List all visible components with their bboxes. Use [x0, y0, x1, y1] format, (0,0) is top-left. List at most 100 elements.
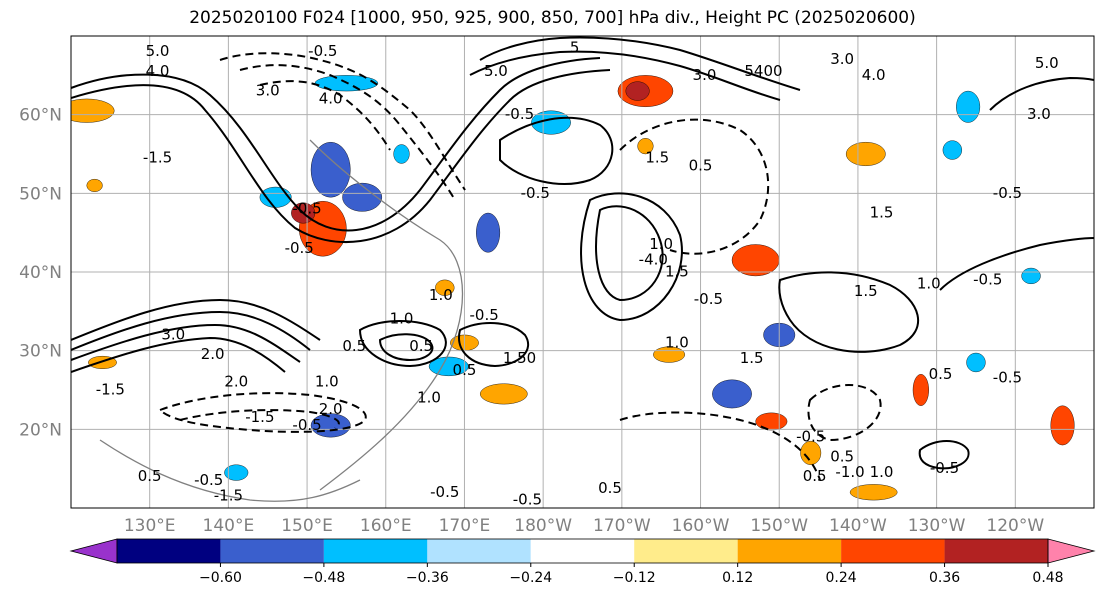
- contour-label: 1.50: [503, 349, 536, 367]
- contour-label: 1.0: [870, 463, 894, 481]
- colorbar-bin: [530, 539, 635, 563]
- colorbar-tick-label: 0.24: [826, 570, 857, 586]
- x-tick-label: 170°W: [593, 516, 651, 536]
- divergence-patch: [845, 141, 886, 166]
- contour-label: -1.5: [96, 381, 125, 399]
- divergence-patch: [942, 140, 962, 160]
- contour-label: 5.0: [1035, 54, 1059, 72]
- contour-label: 1.0: [917, 274, 941, 292]
- contour-line: [71, 69, 611, 244]
- colorbar-bin: [841, 539, 945, 563]
- contour-label: 5400: [744, 62, 782, 80]
- contour-line: [219, 52, 466, 191]
- colorbar-tick-label: −0.24: [509, 570, 552, 586]
- divergence-patch: [956, 90, 981, 123]
- divergence-patch: [637, 138, 654, 155]
- divergence-patch: [435, 279, 455, 296]
- y-tick-label: 20°N: [19, 420, 62, 440]
- contour-line: [939, 237, 1094, 291]
- contour-label: -0.5: [469, 306, 498, 324]
- contour-line: [458, 322, 530, 368]
- contour-line: [989, 76, 1094, 111]
- contour-label: -1.5: [245, 408, 274, 426]
- contour-label: 0.5: [830, 447, 854, 465]
- contour-label: -1.0: [835, 463, 864, 481]
- divergence-patch: [86, 178, 103, 192]
- contour-label: 0.5: [409, 337, 433, 355]
- contour-line: [918, 440, 970, 470]
- contour-label: -0.5: [285, 239, 314, 257]
- contour-label: 4.0: [862, 66, 886, 84]
- divergence-patch: [912, 374, 929, 406]
- divergence-patch: [712, 379, 752, 409]
- chart-title: 2025020100 F024 [1000, 950, 925, 900, 85…: [189, 8, 916, 28]
- contour-label: 1.5: [854, 282, 878, 300]
- contour-line: [239, 64, 456, 201]
- contour-label: 1.5: [740, 349, 764, 367]
- contour-label: 1.0: [649, 235, 673, 253]
- x-tick-label: 150°W: [750, 516, 808, 536]
- x-tick-label: 140°W: [829, 516, 887, 536]
- divergence-patch: [531, 110, 571, 135]
- contour-label: 3.0: [256, 82, 280, 100]
- divergence-patch: [224, 464, 249, 481]
- contour-line: [71, 336, 286, 373]
- y-tick-label: 40°N: [19, 263, 62, 283]
- x-tick-label: 130°E: [124, 516, 176, 536]
- contour-line: [71, 323, 301, 363]
- colorbar-bin: [220, 539, 324, 563]
- colorbar-tick-label: −0.60: [199, 570, 242, 586]
- divergence-patch: [476, 212, 501, 253]
- divergence-patch: [966, 352, 986, 373]
- contour-label-layer: 5.0 4.0 -0.5 3.0 4.0 5.0 -0.5 5 3.0 5400 3.0 4.0 5.0…: [96, 38, 1059, 508]
- contour-label: -0.5: [521, 184, 550, 202]
- contour-line: [71, 298, 321, 341]
- colorbar-bin: [117, 539, 221, 563]
- contour-line: [469, 50, 781, 101]
- contour-line: [499, 116, 614, 185]
- contour-label: 2.0: [201, 345, 225, 363]
- contour-label: -0.5: [292, 416, 321, 434]
- colorbar-tick-label: 0.48: [1032, 570, 1063, 586]
- contour-label: 0.5: [342, 337, 366, 355]
- contour-label: 2.0: [319, 400, 343, 418]
- divergence-patch: [259, 186, 292, 208]
- contour-line: [619, 118, 770, 255]
- divergence-patch: [310, 142, 351, 198]
- contour-label: -0.5: [513, 491, 542, 509]
- contour-label: -1.5: [143, 148, 172, 166]
- contour-line: [71, 310, 311, 351]
- colorbar-tick-label: 0.36: [929, 570, 960, 586]
- contour-line: [778, 271, 920, 353]
- contour-label: 1.5: [870, 204, 894, 222]
- contour-label: 1.5: [645, 148, 669, 166]
- contour-line: [71, 57, 601, 232]
- contour-label: -0.5: [505, 105, 534, 123]
- colorbar-tick-label: −0.36: [406, 570, 449, 586]
- contour-label: 1.0: [315, 373, 339, 391]
- contour-label: 1.0: [665, 333, 689, 351]
- contour-label: 0.5: [929, 365, 953, 383]
- contour-line: [309, 139, 464, 491]
- contour-label: 5.0: [484, 62, 508, 80]
- contour-label: 3.0: [161, 325, 185, 343]
- divergence-patch: [625, 81, 650, 101]
- x-tick-label: 180°W: [514, 516, 572, 536]
- divergence-patch: [71, 98, 115, 123]
- axis-tick-label-layer: 130°E 140°E 150°E 160°E 170°E 180°W 170°W 160°W…: [19, 106, 1044, 536]
- contour-label: 5: [570, 38, 580, 56]
- divergence-patch: [1050, 405, 1075, 446]
- colorbar: −0.60 −0.48 −0.36 −0.24 −0.12 0.12 0.24 0.36 0.4…: [69, 538, 1096, 586]
- contour-label: 0.5: [138, 467, 162, 485]
- contour-label: 3.0: [693, 66, 717, 84]
- x-tick-label: 170°E: [439, 516, 491, 536]
- divergence-patch: [1021, 267, 1041, 284]
- colorbar-extend-high: [1047, 538, 1096, 564]
- graticule-layer: [71, 36, 1094, 508]
- y-tick-label: 50°N: [19, 184, 62, 204]
- colorbar-bin: [427, 539, 531, 563]
- contour-label: 1.0: [417, 388, 441, 406]
- divergence-patch: [731, 244, 780, 277]
- x-tick-label: 120°W: [986, 516, 1044, 536]
- contour-label: 0.5: [598, 479, 622, 497]
